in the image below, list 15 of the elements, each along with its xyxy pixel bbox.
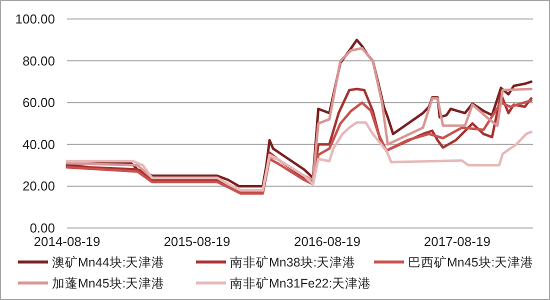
legend-label: 南非矿Mn38块:天津港: [230, 256, 356, 270]
x-tick-label: 2017-08-19: [424, 234, 490, 249]
legend-label: 加蓬Mn45块:天津港: [52, 276, 165, 290]
y-tick-label: 40.00: [22, 136, 55, 152]
y-tick-label: 80.00: [22, 53, 55, 68]
legend-label: 澳矿Mn44块:天津港: [52, 256, 165, 270]
legend-label: 巴西矿Mn45块:天津港: [408, 256, 534, 270]
x-tick-label: 2016-08-19: [294, 234, 360, 249]
x-tick-label: 2014-08-19: [34, 234, 100, 249]
y-tick-label: 20.00: [22, 178, 55, 194]
y-tick-label: 0.00: [30, 220, 55, 236]
y-tick-label: 60.00: [22, 95, 55, 110]
y-tick-label: 100.00: [15, 12, 55, 26]
legend-label: 南非矿Mn31Fe22:天津港: [230, 276, 372, 290]
x-tick-label: 2015-08-19: [164, 234, 230, 249]
